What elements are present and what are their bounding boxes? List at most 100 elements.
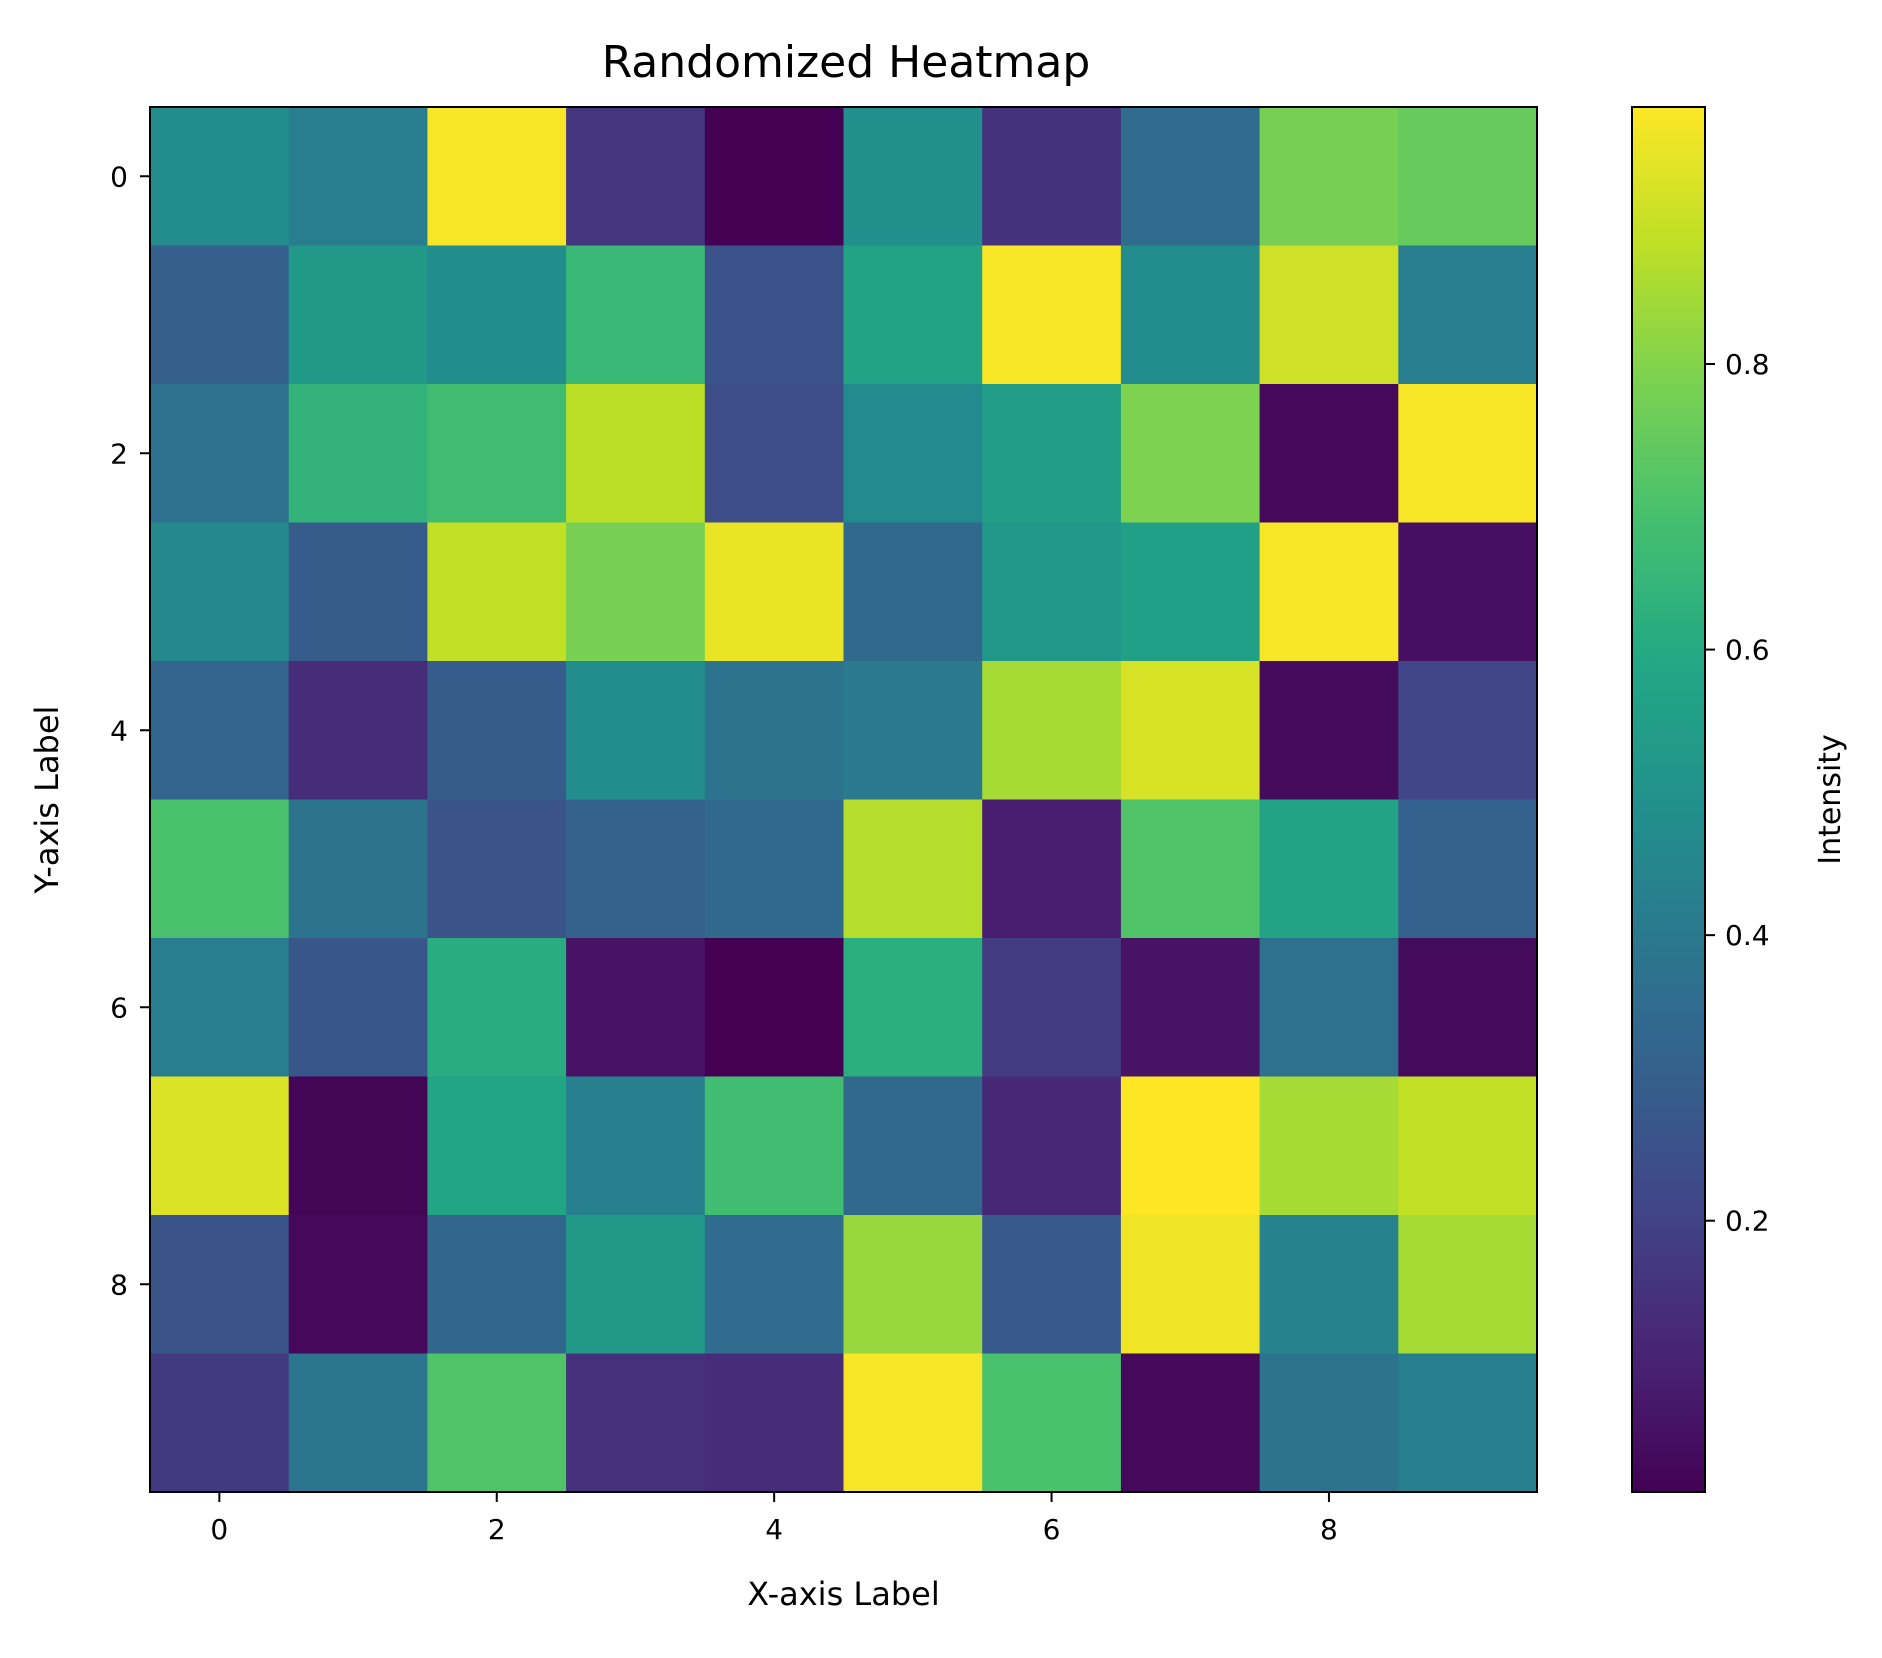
heatmap-cell-r5-c2 — [427, 799, 567, 939]
heatmap-cell-r9-c4 — [704, 1353, 845, 1493]
heatmap-cell-r1-c0 — [150, 245, 290, 385]
heatmap-cell-r9-c3 — [566, 1353, 706, 1493]
x-axis-label: X-axis Label — [747, 1575, 939, 1613]
heatmap-cell-r3-c1 — [288, 522, 428, 662]
y-tick-label: 6 — [110, 991, 128, 1024]
heatmap-cell-r2-c2 — [427, 384, 567, 524]
heatmap-cell-r1-c7 — [1120, 245, 1261, 385]
heatmap-cell-r4-c5 — [843, 661, 983, 801]
heatmap-cell-r2-c3 — [566, 384, 706, 524]
heatmap-cell-r4-c4 — [704, 661, 845, 801]
heatmap-cell-r5-c0 — [150, 799, 290, 939]
heatmap-cell-r8-c2 — [427, 1215, 567, 1355]
y-tick-label: 2 — [110, 437, 128, 470]
heatmap-cell-r5-c5 — [843, 799, 983, 939]
heatmap-cell-r1-c6 — [982, 245, 1122, 385]
heatmap-cell-r4-c6 — [982, 661, 1122, 801]
heatmap-cell-r3-c4 — [704, 522, 845, 662]
heatmap-cell-r4-c7 — [1120, 661, 1261, 801]
heatmap-cell-r9-c6 — [982, 1353, 1122, 1493]
heatmap-cell-r0-c5 — [843, 107, 983, 247]
heatmap-cell-r1-c5 — [843, 245, 983, 385]
colorbar-tick-label: 0.2 — [1725, 1205, 1770, 1238]
heatmap-cell-r2-c5 — [843, 384, 983, 524]
heatmap-cell-r8-c5 — [843, 1215, 983, 1355]
heatmap-cell-r3-c2 — [427, 522, 567, 662]
colorbar-label: Intensity — [1813, 734, 1848, 865]
heatmap-cell-r0-c0 — [150, 107, 290, 247]
heatmap-cell-r5-c4 — [704, 799, 845, 939]
heatmap-cell-r2-c7 — [1120, 384, 1261, 524]
x-axis-ticks: 0 2 4 6 8 — [210, 1492, 1338, 1546]
heatmap-cell-r5-c1 — [288, 799, 428, 939]
heatmap-cell-r4-c9 — [1398, 661, 1538, 801]
heatmap-cell-r9-c9 — [1398, 1353, 1538, 1493]
heatmap-cell-r6-c3 — [566, 938, 706, 1078]
heatmap-cell-r4-c2 — [427, 661, 567, 801]
heatmap-cell-r1-c9 — [1398, 245, 1538, 385]
heatmap-cell-r0-c9 — [1398, 107, 1538, 247]
heatmap-cell-r8-c7 — [1120, 1215, 1261, 1355]
heatmap-cell-r6-c7 — [1120, 938, 1261, 1078]
heatmap-cell-r0-c4 — [704, 107, 845, 247]
heatmap-cell-r6-c9 — [1398, 938, 1538, 1078]
y-tick-label: 4 — [110, 714, 128, 747]
heatmap-cell-r6-c2 — [427, 938, 567, 1078]
heatmap-cell-r8-c6 — [982, 1215, 1122, 1355]
heatmap-cell-r7-c7 — [1120, 1076, 1261, 1216]
heatmap-cell-r2-c6 — [982, 384, 1122, 524]
heatmap-grid — [150, 107, 1538, 1493]
colorbar-tick-label: 0.4 — [1725, 919, 1770, 952]
heatmap-cell-r0-c1 — [288, 107, 428, 247]
heatmap-cell-r2-c4 — [704, 384, 845, 524]
heatmap-cell-r8-c0 — [150, 1215, 290, 1355]
heatmap-cell-r9-c0 — [150, 1353, 290, 1493]
heatmap-cell-r7-c4 — [704, 1076, 845, 1216]
colorbar-tick-label: 0.8 — [1725, 348, 1770, 381]
heatmap-cell-r3-c6 — [982, 522, 1122, 662]
heatmap-cell-r7-c8 — [1259, 1076, 1399, 1216]
heatmap-cell-r4-c8 — [1259, 661, 1399, 801]
colorbar-ticks: 0.2 0.4 0.6 0.8 — [1705, 348, 1770, 1238]
heatmap-cell-r8-c1 — [288, 1215, 428, 1355]
heatmap-cell-r9-c2 — [427, 1353, 567, 1493]
heatmap-cell-r8-c3 — [566, 1215, 706, 1355]
heatmap-cell-r3-c3 — [566, 522, 706, 662]
heatmap-cell-r4-c3 — [566, 661, 706, 801]
x-tick-label: 4 — [765, 1513, 783, 1546]
heatmap-cell-r6-c1 — [288, 938, 428, 1078]
heatmap-cell-r1-c4 — [704, 245, 845, 385]
heatmap-cell-r7-c5 — [843, 1076, 983, 1216]
heatmap-cell-r7-c2 — [427, 1076, 567, 1216]
heatmap-cell-r0-c7 — [1120, 107, 1261, 247]
heatmap-cell-r2-c0 — [150, 384, 290, 524]
heatmap-cell-r5-c3 — [566, 799, 706, 939]
heatmap-cell-r8-c9 — [1398, 1215, 1538, 1355]
heatmap-cell-r6-c6 — [982, 938, 1122, 1078]
heatmap-cell-r7-c9 — [1398, 1076, 1538, 1216]
heatmap-cell-r0-c2 — [427, 107, 567, 247]
heatmap-cell-r5-c7 — [1120, 799, 1261, 939]
heatmap-cell-r1-c2 — [427, 245, 567, 385]
heatmap-cell-r2-c9 — [1398, 384, 1538, 524]
heatmap-cell-r6-c8 — [1259, 938, 1399, 1078]
heatmap-cell-r3-c7 — [1120, 522, 1261, 662]
heatmap-cell-r5-c8 — [1259, 799, 1399, 939]
heatmap-cell-r6-c5 — [843, 938, 983, 1078]
chart-title: Randomized Heatmap — [602, 37, 1091, 88]
y-axis-label: Y-axis Label — [28, 706, 66, 895]
heatmap-cell-r7-c6 — [982, 1076, 1122, 1216]
x-tick-label: 8 — [1320, 1513, 1338, 1546]
heatmap-cell-r2-c1 — [288, 384, 428, 524]
plot-frame — [149, 106, 1538, 1493]
heatmap-cell-r5-c6 — [982, 799, 1122, 939]
heatmap-cell-r9-c1 — [288, 1353, 428, 1493]
heatmap-cell-r3-c5 — [843, 522, 983, 662]
heatmap-cell-r4-c0 — [150, 661, 290, 801]
y-axis-ticks: 0 2 4 6 8 — [110, 160, 150, 1301]
heatmap-cell-r6-c0 — [150, 938, 290, 1078]
x-tick-label: 6 — [1043, 1513, 1061, 1546]
heatmap-cell-r1-c1 — [288, 245, 428, 385]
heatmap-cell-r3-c9 — [1398, 522, 1538, 662]
